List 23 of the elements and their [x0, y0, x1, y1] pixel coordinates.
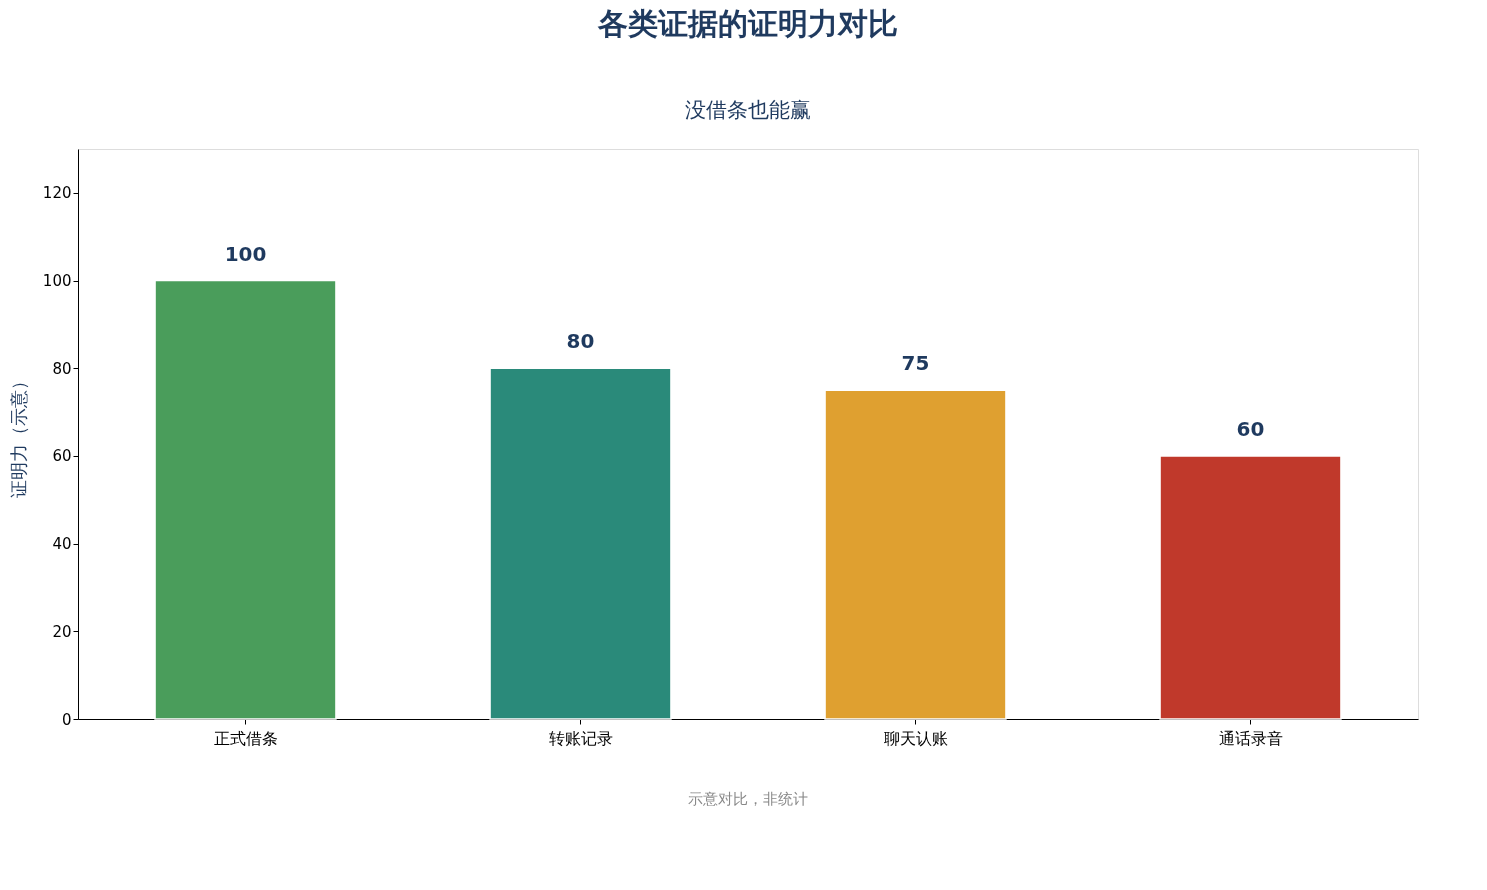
y-axis-title: 证明力（示意）	[7, 371, 29, 498]
x-tick-label: 转账记录	[548, 728, 613, 748]
x-tick-label: 正式借条	[213, 728, 278, 748]
y-tick-label: 120	[42, 184, 72, 203]
y-tick-label: 20	[52, 622, 72, 641]
data-label: 75	[901, 351, 930, 376]
y-tick-label: 40	[52, 535, 72, 554]
data-label: 100	[224, 241, 267, 266]
chart-subtitle: 没借条也能赢	[685, 98, 811, 122]
bar	[824, 389, 1007, 720]
y-tick-label: 80	[52, 359, 72, 378]
y-tick-label: 60	[52, 447, 72, 466]
text: 示意对比，非统计	[688, 790, 808, 808]
bar	[1159, 455, 1342, 720]
y-tick-label: 0	[61, 710, 72, 729]
x-tick-label: 聊天认账	[883, 728, 948, 748]
x-tick-label: 通话录音	[1218, 728, 1283, 748]
data-label: 60	[1236, 416, 1265, 441]
y-tick-label: 100	[42, 272, 72, 291]
bar	[154, 279, 337, 720]
chart-title: 各类证据的证明力对比	[597, 6, 898, 41]
data-label: 80	[566, 329, 595, 354]
bar	[489, 367, 672, 720]
